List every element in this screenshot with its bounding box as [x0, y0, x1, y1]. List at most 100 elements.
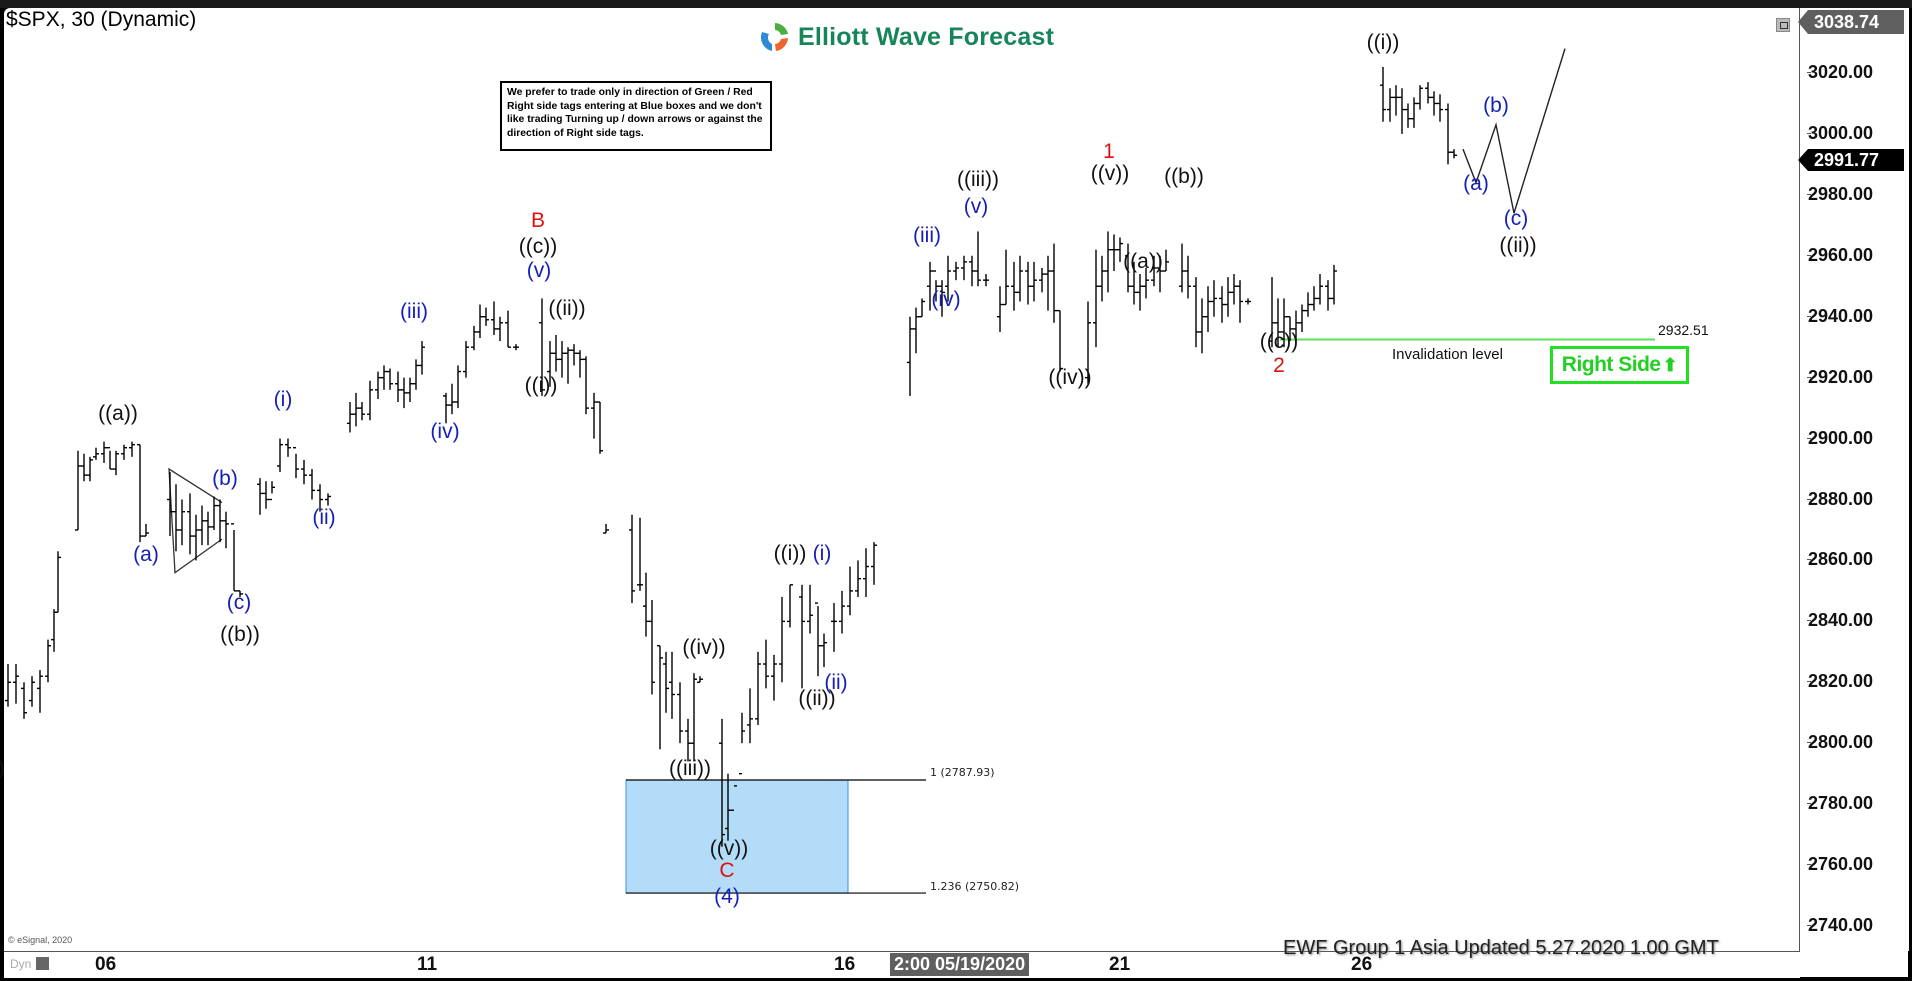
ohlc-bar: [483, 307, 489, 326]
ohlc-bar: [1281, 298, 1287, 348]
ohlc-bar: [1025, 261, 1031, 305]
lock-icon[interactable]: [36, 957, 49, 970]
wave-label: ((v)): [1090, 162, 1130, 185]
ohlc-bar: [1211, 280, 1217, 317]
ohlc-bar: [1237, 280, 1243, 323]
ohlc-bar: [505, 310, 511, 348]
ohlc-bar: [747, 688, 753, 744]
wave-label: (4): [714, 885, 740, 908]
ohlc-bar: [565, 347, 571, 384]
invalidation-price: 2932.51: [1658, 322, 1709, 338]
ohlc-bar: [381, 365, 387, 390]
ohlc-bar: [1393, 85, 1399, 116]
ohlc-bar: [293, 447, 299, 479]
ohlc-bar: [51, 609, 57, 652]
ohlc-bar: [81, 453, 87, 482]
ohlc-bar: [449, 383, 455, 415]
ohlc-bar: [539, 298, 545, 396]
ohlc-bar: [347, 402, 353, 433]
ohlc-bar: [1111, 234, 1117, 272]
price-tick: 3020.00: [1806, 62, 1874, 82]
ohlc-bar: [961, 255, 967, 281]
time-axis[interactable]: Dyn 06 11 16 2:00 05/19/2020 21 26: [4, 951, 1800, 978]
wave-label: ((b)): [1164, 165, 1204, 188]
ohlc-bar: [45, 639, 51, 683]
copyright: © eSignal, 2020: [8, 935, 73, 945]
wave-label: (iv): [430, 420, 460, 443]
ohlc-bar: [1045, 255, 1051, 311]
price-tick: 2880.00: [1806, 488, 1874, 509]
ohlc-bar: [353, 392, 359, 427]
wave-label: ((i)): [773, 542, 807, 565]
ohlc-bar: [1185, 255, 1191, 299]
ohlc-bar: [173, 484, 179, 552]
wave-label: ((a)): [98, 402, 138, 425]
price-chart[interactable]: ): [0, 0, 1800, 951]
ohlc-bar: [1093, 249, 1099, 348]
triangle-pattern: [168, 467, 223, 574]
ohlc-bar: [193, 514, 199, 561]
ohlc-bar: [1411, 97, 1417, 128]
wave-label: (iv): [931, 288, 961, 311]
ohlc-bar: [497, 316, 503, 342]
ohlc-bar: [1287, 316, 1293, 342]
ohlc-bar: [1269, 277, 1275, 348]
ohlc-bar: [187, 493, 193, 555]
ohlc-bar: [277, 438, 283, 473]
price-tick: 2980.00: [1806, 183, 1874, 204]
ohlc-bar: [1193, 277, 1199, 348]
right-side-label: Right Side: [1561, 353, 1661, 376]
ohlc-bar: [1125, 243, 1131, 293]
ohlc-bar: [691, 673, 697, 762]
ohlc-bar: [1431, 91, 1437, 116]
ohlc-bar: [1105, 231, 1111, 293]
ohlc-bar: [855, 560, 861, 597]
ohlc-bar: [395, 371, 401, 403]
ohlc-bar: [1179, 243, 1185, 293]
wave-label: ((ii)): [1499, 234, 1537, 257]
ohlc-bar: [685, 718, 691, 762]
ohlc-bar: [821, 633, 827, 668]
restore-window-icon[interactable]: [1776, 18, 1790, 32]
ohlc-bar: [771, 654, 777, 701]
ohlc-bar: [199, 505, 205, 546]
price-tick: 2820.00: [1806, 671, 1874, 692]
clipped-label: ): [0, 758, 5, 780]
ohlc-bar: [927, 261, 933, 311]
ohlc-bar: [223, 511, 229, 549]
wave-label: (iii): [400, 300, 428, 323]
price-tick: 2900.00: [1806, 427, 1874, 448]
ohlc-bar: [697, 676, 703, 683]
ohlc-bar: [983, 274, 989, 287]
ohlc-bar: [953, 261, 959, 281]
price-tick: 2800.00: [1806, 732, 1874, 753]
brand-logo: Elliott Wave Forecast: [758, 20, 1054, 54]
wave-label: (c): [226, 591, 252, 614]
ohlc-bar: [1380, 66, 1386, 122]
ohlc-bar: [1387, 88, 1393, 122]
ohlc-bar: [597, 401, 603, 454]
ohlc-bar: [847, 566, 853, 616]
ohlc-bar: [1199, 298, 1205, 354]
ohlc-bar: [477, 304, 483, 339]
chart-window: [4, 8, 1908, 977]
wave-label: ((ii)): [798, 687, 836, 710]
price-tick: 2960.00: [1806, 244, 1874, 265]
wave-label: (v): [526, 259, 552, 282]
ohlc-bar: [269, 481, 275, 501]
ohlc-bar: [1099, 255, 1105, 302]
wave-label: (a): [1463, 172, 1489, 195]
ohlc-bar: [257, 478, 263, 515]
ohlc-bar: [669, 651, 675, 719]
ohlc-bar: [143, 523, 149, 537]
ohlc-bar: [1245, 298, 1251, 305]
price-tick: 2920.00: [1806, 366, 1874, 387]
last-price-tag: 2991.77: [1798, 149, 1904, 171]
ohlc-bar: [375, 371, 381, 399]
price-tick: 2780.00: [1806, 793, 1874, 814]
ohlc-bar: [787, 584, 793, 628]
wave-label: (b): [212, 467, 238, 490]
ohlc-bar: [933, 270, 939, 302]
wave-label: ((iv)): [1048, 366, 1092, 389]
ohlc-bar: [167, 472, 173, 537]
